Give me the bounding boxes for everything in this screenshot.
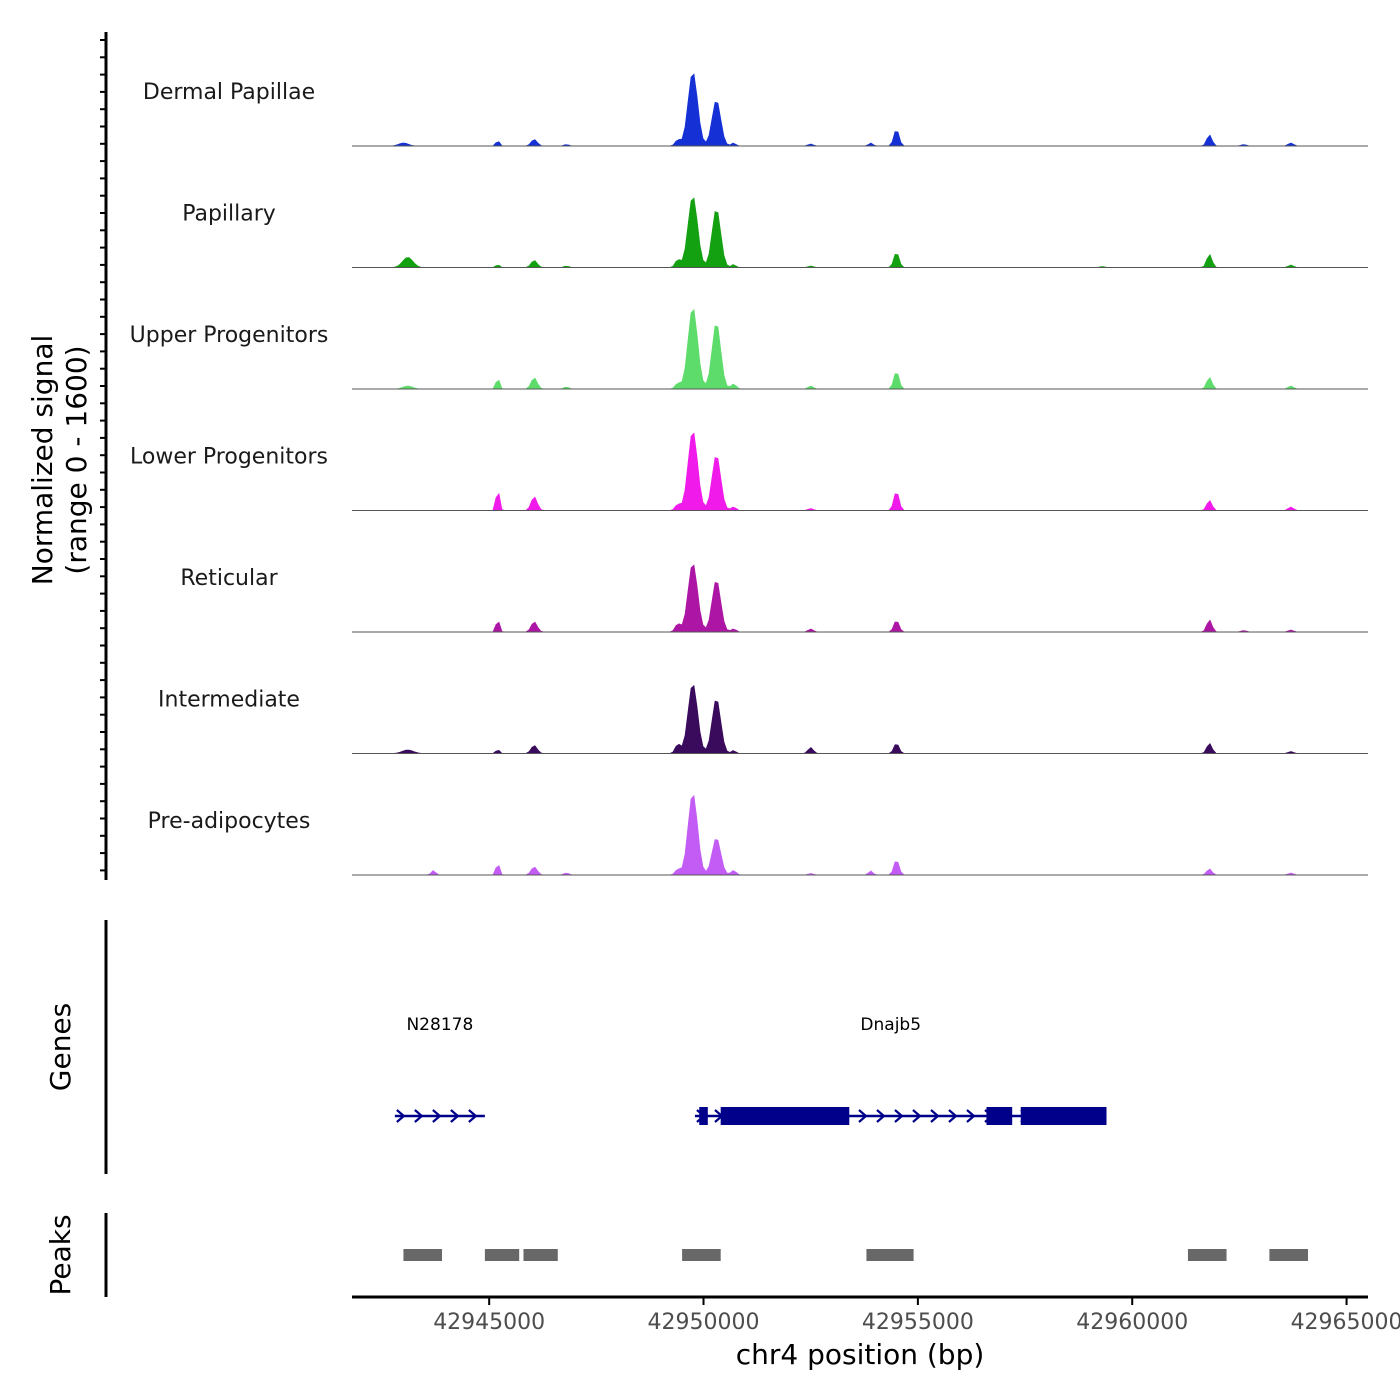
track-label: Intermediate — [158, 688, 300, 713]
peak-region — [866, 1249, 914, 1261]
peak-region — [682, 1249, 721, 1261]
coverage-signal — [352, 564, 1368, 633]
peaks-track — [403, 1249, 1308, 1261]
x-axis-ticks: 42945000 42950000 42955000 42960000 42965000 — [433, 1297, 1400, 1335]
x-tick-label: 42960000 — [1076, 1310, 1188, 1335]
track-label: Lower Progenitors — [130, 445, 328, 470]
track-label: Upper Progenitors — [130, 323, 329, 348]
coverage-signal — [352, 794, 1368, 876]
x-tick-label: 42945000 — [433, 1310, 545, 1335]
genes-track: N28178 Dnajb5 — [394, 1015, 1107, 1125]
gene-exon — [1020, 1107, 1107, 1125]
track-pre-adipocytes: Pre-adipocytes — [148, 794, 1368, 876]
track-label: Pre-adipocytes — [148, 809, 311, 834]
peak-region — [1269, 1249, 1308, 1261]
gene-exon — [699, 1107, 708, 1125]
coverage-signal — [352, 197, 1368, 268]
strand-chevron — [432, 1109, 442, 1123]
track-papillary: Papillary — [182, 197, 1368, 268]
strand-chevron — [414, 1109, 424, 1123]
peak-region — [1187, 1249, 1227, 1261]
y-axis-range: (range 0 - 1600) — [60, 345, 93, 574]
strand-chevron — [396, 1109, 406, 1123]
strand-chevron — [966, 1109, 976, 1123]
coverage-tracks: Dermal Papillae Papillary Upper Progenitor… — [130, 73, 1368, 876]
peaks-panel-title: Peaks — [44, 1214, 77, 1295]
genes-panel-title: Genes — [44, 1003, 77, 1091]
track-lower-progenitors: Lower Progenitors — [130, 432, 1368, 511]
x-tick-label: 42965000 — [1291, 1310, 1400, 1335]
track-label: Reticular — [180, 566, 278, 591]
strand-chevron — [468, 1109, 478, 1123]
x-tick-label: 42950000 — [648, 1310, 760, 1335]
strand-chevron — [912, 1109, 922, 1123]
peak-region — [484, 1249, 520, 1261]
strand-chevron — [876, 1109, 886, 1123]
coverage-signal — [352, 308, 1368, 390]
gene-label: N28178 — [406, 1015, 473, 1035]
gene-n28178: N28178 — [394, 1015, 485, 1123]
coverage-signal — [352, 684, 1368, 754]
gene-label: Dnajb5 — [860, 1015, 921, 1035]
track-dermal-papillae: Dermal Papillae — [143, 73, 1368, 147]
y-axis-title: Normalized signal — [26, 335, 59, 586]
track-intermediate: Intermediate — [158, 684, 1368, 754]
peak-region — [523, 1249, 558, 1261]
x-tick-label: 42955000 — [862, 1310, 974, 1335]
strand-chevron — [930, 1109, 940, 1123]
track-label: Papillary — [182, 202, 276, 227]
x-axis-title: chr4 position (bp) — [736, 1338, 985, 1371]
strand-chevron — [450, 1109, 460, 1123]
strand-chevron — [948, 1109, 958, 1123]
peak-region — [403, 1249, 443, 1261]
coverage-signal — [352, 73, 1368, 147]
coverage-signal — [352, 432, 1368, 511]
track-label: Dermal Papillae — [143, 80, 315, 105]
track-reticular: Reticular — [180, 564, 1368, 633]
strand-chevron — [894, 1109, 904, 1123]
gene-dnajb5: Dnajb5 — [694, 1015, 1107, 1125]
coverage-y-ticks — [100, 39, 106, 872]
gene-exon — [986, 1107, 1013, 1125]
track-upper-progenitors: Upper Progenitors — [130, 308, 1368, 390]
gene-exon — [720, 1107, 850, 1125]
strand-chevron — [858, 1109, 868, 1123]
